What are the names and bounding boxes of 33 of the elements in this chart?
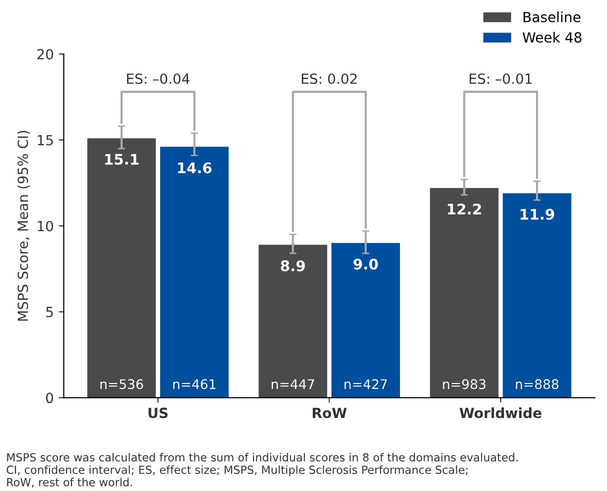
bar <box>258 244 328 398</box>
x-tick-label: US <box>148 408 168 418</box>
data-label: 15.1 <box>105 154 139 165</box>
data-label: 12.2 <box>448 204 481 214</box>
annotation: n=447 <box>272 379 314 389</box>
annotation: n=983 <box>443 379 486 390</box>
x-tick-label: Worldwide <box>460 407 542 418</box>
annotation: n=888 <box>516 379 558 390</box>
legend-label: Baseline <box>524 12 580 22</box>
x-tick-label: RoW <box>312 408 347 418</box>
annotation: ES: –0.01 <box>470 73 532 84</box>
data-label: 9.0 <box>354 258 378 270</box>
bar <box>160 146 229 398</box>
y-tick-label: 10 <box>38 220 54 232</box>
bar <box>87 138 156 398</box>
y-tick-label: 0 <box>46 392 54 404</box>
annotation: n=461 <box>173 379 216 390</box>
legend-label: Week 48 <box>522 32 582 43</box>
y-axis-title: MSPS Score, Mean (95% CI) <box>17 130 30 321</box>
data-label: 8.9 <box>280 260 305 272</box>
y-tick-label: 5 <box>46 306 53 318</box>
data-label: 11.9 <box>520 208 554 220</box>
annotation: ES: 0.02 <box>302 73 357 84</box>
y-tick-label: 20 <box>37 48 54 60</box>
bar <box>430 188 498 398</box>
y-tick-label: 15 <box>38 135 53 146</box>
annotation: n=536 <box>100 379 144 390</box>
text: MSPS score was calculated from the sum of individual scores in 8 of the domains evaluated. CI, confidence interval; ES, effect size; MSPS, Multiple Sclerosis Performance Scale; RoW, rest of the world. <box>6 452 518 488</box>
annotation: n=427 <box>344 379 387 389</box>
data-label: 14.6 <box>178 162 212 174</box>
bar <box>502 193 572 398</box>
annotation: ES: –0.04 <box>127 73 190 84</box>
bar <box>331 243 400 398</box>
